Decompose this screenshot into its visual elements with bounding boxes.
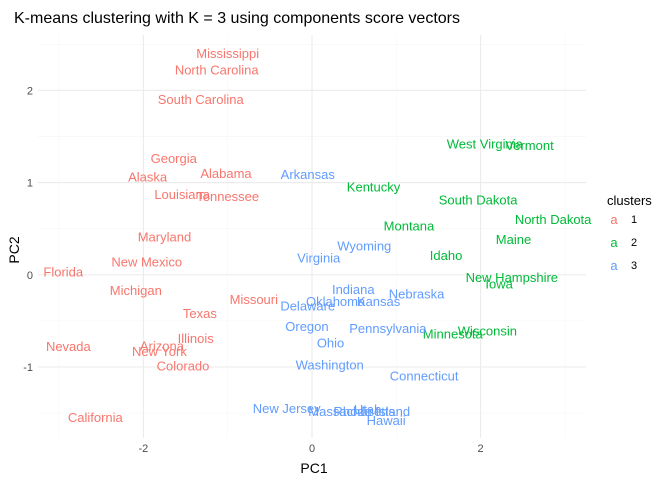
axes: -2 0 2 -1 0 1 2	[23, 85, 483, 455]
point-label-florida: Florida	[43, 265, 84, 280]
chart-title: K-means clustering with K = 3 using comp…	[14, 10, 460, 27]
point-label-colorado: Colorado	[157, 359, 210, 374]
legend-label-2: 2	[631, 237, 637, 249]
point-label-oklahoma: Oklahoma	[306, 294, 366, 309]
legend-label-1: 1	[631, 214, 637, 226]
x-axis-title: PC1	[300, 460, 327, 476]
point-label-arizona: Arizona	[140, 338, 185, 353]
point-label-michigan: Michigan	[110, 283, 162, 298]
point-labels: Mississippi North Carolina South Carolina G…	[43, 46, 592, 428]
point-label-north-dakota: North Dakota	[515, 212, 592, 227]
y-axis-title: PC2	[6, 236, 22, 263]
y-tick-label: 2	[27, 85, 33, 97]
point-label-new-jersey: New Jersey	[253, 401, 321, 416]
point-label-rhode-island: Rhode Island	[334, 404, 411, 419]
point-label-louisiana: Louisiana	[154, 187, 210, 202]
point-label-maryland: Maryland	[138, 229, 191, 244]
point-label-texas: Texas	[183, 306, 217, 321]
point-label-wisconsin: Wisconsin	[458, 324, 517, 339]
point-label-west-virginia: West Virginia	[447, 136, 524, 151]
point-label-arkansas: Arkansas	[281, 167, 336, 182]
grid	[38, 35, 586, 438]
point-label-delaware: Delaware	[280, 299, 335, 314]
point-label-mississippi: Mississippi	[196, 46, 259, 61]
x-tick-label: 0	[309, 443, 315, 455]
point-label-alabama: Alabama	[200, 166, 252, 181]
y-tick-label: -1	[23, 362, 33, 374]
point-label-new-hampshire: New Hampshire	[466, 270, 558, 285]
point-label-nebraska: Nebraska	[389, 287, 445, 302]
point-label-illinois: Illinois	[178, 331, 215, 346]
point-label-connecticut: Connecticut	[390, 369, 459, 384]
point-label-massachusetts: Massachusetts	[308, 404, 395, 419]
point-label-wyoming: Wyoming	[337, 239, 391, 254]
point-label-kansas: Kansas	[357, 294, 401, 309]
y-tick-label: 0	[27, 270, 33, 282]
y-tick-label: 1	[27, 178, 33, 190]
point-label-south-carolina: South Carolina	[158, 92, 245, 107]
point-label-oregon: Oregon	[285, 319, 328, 334]
point-label-vermont: Vermont	[505, 138, 554, 153]
point-label-tennessee: Tennessee	[196, 189, 259, 204]
legend-items: a 1 a 2 a 3	[610, 212, 637, 273]
point-label-hawaii: Hawaii	[367, 413, 406, 428]
point-label-missouri: Missouri	[230, 292, 279, 307]
point-label-nevada: Nevada	[46, 339, 92, 354]
legend: clusters a 1 a 2 a 3	[607, 193, 652, 273]
point-label-virginia: Virginia	[297, 251, 341, 266]
point-label-kentucky: Kentucky	[347, 180, 401, 195]
point-label-utah: Utah	[354, 402, 381, 417]
point-label-maine: Maine	[496, 232, 531, 247]
point-label-north-carolina: North Carolina	[175, 63, 260, 78]
legend-label-3: 3	[631, 260, 637, 272]
x-tick-label: 2	[478, 443, 484, 455]
point-label-washington: Washington	[296, 358, 364, 373]
legend-key-3: a	[610, 258, 618, 273]
point-label-indiana: Indiana	[332, 282, 375, 297]
point-label-new-york: New York	[132, 344, 187, 359]
point-label-new-mexico: New Mexico	[111, 254, 182, 269]
point-label-ohio: Ohio	[317, 336, 344, 351]
legend-title: clusters	[607, 193, 652, 208]
point-label-minnesota: Minnesota	[423, 326, 484, 341]
point-label-pennsylvania: Pennsylvania	[349, 321, 427, 336]
point-label-california: California	[68, 410, 124, 425]
legend-key-2: a	[610, 235, 618, 250]
point-label-iowa: Iowa	[485, 276, 513, 291]
point-label-idaho: Idaho	[430, 248, 463, 263]
point-label-georgia: Georgia	[151, 151, 198, 166]
point-label-alaska: Alaska	[128, 170, 168, 185]
x-tick-label: -2	[138, 443, 148, 455]
point-label-montana: Montana	[384, 218, 435, 233]
point-label-south-dakota: South Dakota	[439, 193, 519, 208]
legend-key-1: a	[610, 212, 618, 227]
